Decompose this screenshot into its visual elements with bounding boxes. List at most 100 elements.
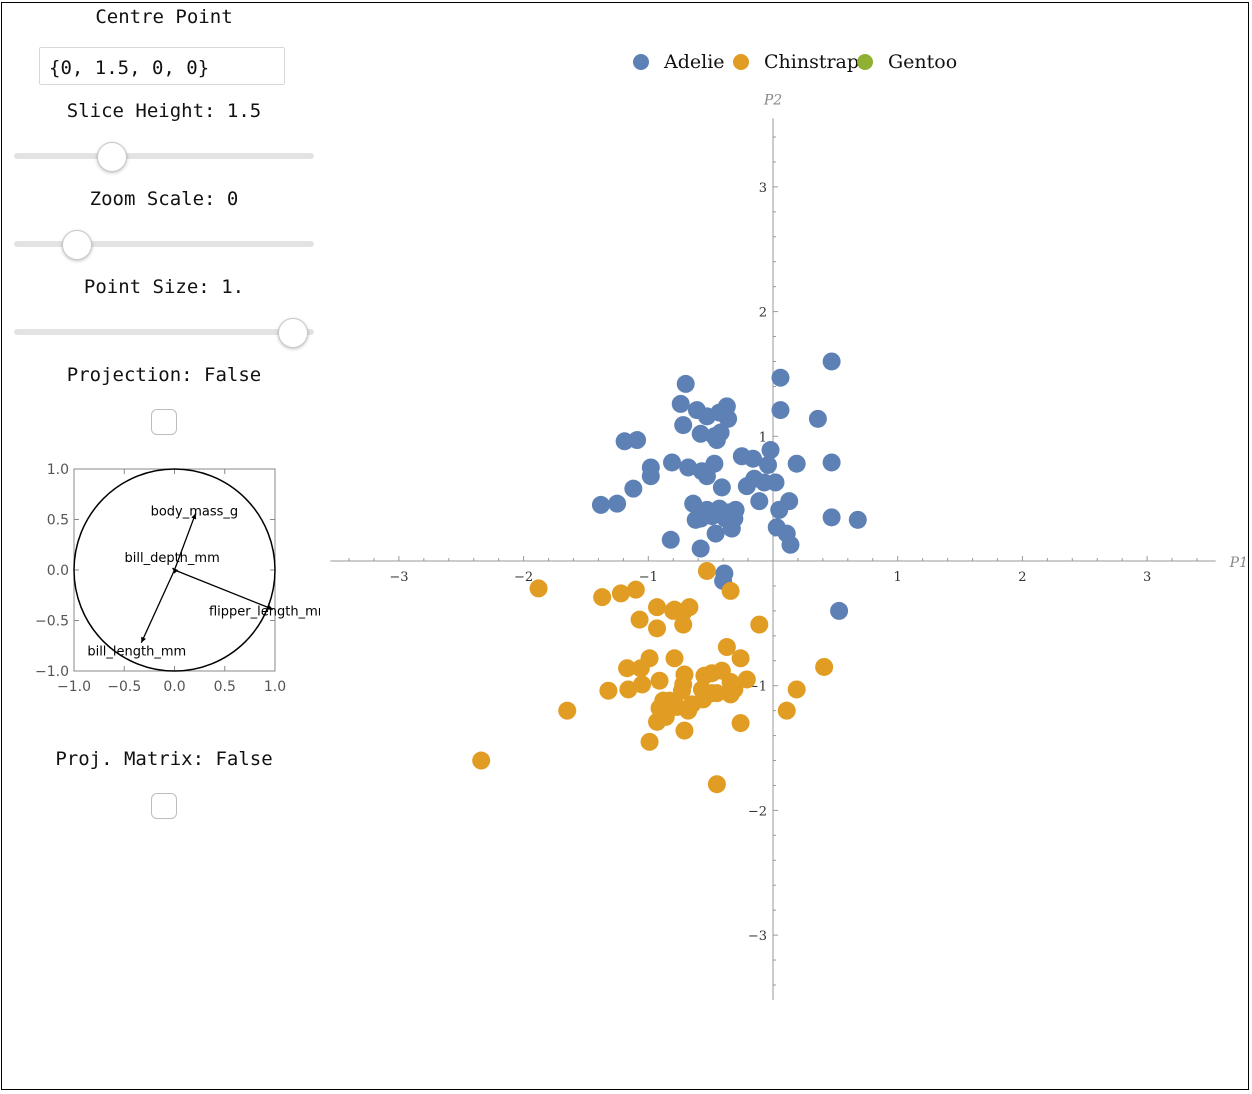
data-point-chinstrap <box>737 670 756 689</box>
data-point-adelie <box>830 601 849 620</box>
zoom-scale-slider-thumb[interactable] <box>62 230 92 260</box>
data-point-chinstrap <box>694 690 713 709</box>
data-point-chinstrap <box>631 659 650 678</box>
data-point-chinstrap <box>648 712 667 731</box>
data-point-adelie <box>822 508 841 527</box>
data-point-chinstrap <box>679 701 698 720</box>
legend-marker-adelie <box>633 54 649 70</box>
data-point-adelie <box>661 530 680 549</box>
data-point-adelie <box>822 352 841 371</box>
data-point-chinstrap <box>717 638 736 657</box>
zoom-scale-slider[interactable] <box>14 241 314 247</box>
data-point-adelie <box>759 455 778 474</box>
slice-height-label: Slice Height: 1.5 <box>66 100 262 122</box>
data-point-adelie <box>750 492 769 511</box>
point-size-slider-thumb[interactable] <box>278 318 308 348</box>
data-point-chinstrap <box>529 579 548 598</box>
data-point-adelie <box>737 477 756 496</box>
x-tick-label: 3 <box>1143 570 1151 585</box>
data-point-adelie <box>787 454 806 473</box>
data-point-adelie <box>848 510 867 529</box>
projection-checkbox[interactable] <box>151 409 177 435</box>
y-axis-label: P2 <box>763 92 782 108</box>
slice-height-slider[interactable] <box>14 153 314 159</box>
centre-point-input[interactable]: {0, 1.5, 0, 0} <box>39 47 285 85</box>
data-point-chinstrap <box>640 732 659 751</box>
data-point-adelie <box>702 507 721 526</box>
legend: Adelie Chinstrap Gentoo <box>633 51 957 73</box>
data-point-adelie <box>608 494 627 513</box>
data-point-chinstrap <box>777 701 796 720</box>
data-point-adelie <box>722 519 741 538</box>
x-tick-label: 1 <box>894 570 902 585</box>
data-point-adelie <box>641 467 660 486</box>
proj-matrix-checkbox[interactable] <box>151 793 177 819</box>
data-point-adelie <box>624 479 643 498</box>
circle-plot-xtick-label: 0.0 <box>163 679 185 695</box>
axis-vector-body-mass-g <box>173 513 197 571</box>
data-point-adelie <box>697 407 716 426</box>
circle-plot-xtick-label: −0.5 <box>107 679 141 695</box>
data-point-chinstrap <box>675 721 694 740</box>
data-point-chinstrap <box>650 671 669 690</box>
data-point-chinstrap <box>787 680 806 699</box>
axis-vector-flipper-length-mm <box>174 569 274 610</box>
legend-marker-chinstrap <box>733 54 749 70</box>
data-point-chinstrap <box>633 675 652 694</box>
axis-vector-label: bill_depth_mm <box>124 551 219 566</box>
data-point-chinstrap <box>707 684 726 703</box>
unit-circle <box>73 468 276 672</box>
legend-marker-gentoo <box>857 54 873 70</box>
data-point-adelie <box>744 449 763 468</box>
x-tick-label: 2 <box>1018 570 1026 585</box>
data-point-adelie <box>628 431 647 450</box>
data-point-adelie <box>808 409 827 428</box>
data-point-chinstrap <box>674 615 693 634</box>
data-point-chinstrap <box>697 561 716 580</box>
projection-label: Projection: False <box>66 364 262 386</box>
data-point-chinstrap <box>619 680 638 699</box>
data-point-chinstrap <box>599 681 618 700</box>
data-point-adelie <box>676 374 695 393</box>
data-point-adelie <box>662 453 681 472</box>
legend-label-chinstrap: Chinstrap <box>764 51 859 73</box>
data-point-chinstrap <box>731 649 750 668</box>
proj-matrix-label: Proj. Matrix: False <box>55 748 273 770</box>
chart-points <box>472 352 867 794</box>
zoom-scale-label: Zoom Scale: 0 <box>89 188 239 210</box>
x-tick-label: −3 <box>389 570 408 585</box>
data-point-adelie <box>671 394 690 413</box>
data-point-adelie <box>822 453 841 472</box>
data-point-chinstrap <box>664 601 683 620</box>
axis-vector-label: flipper_length_mm <box>209 604 320 619</box>
data-point-adelie <box>674 416 693 435</box>
circle-plot-xtick-label: 0.5 <box>214 679 236 695</box>
data-point-chinstrap <box>618 659 637 678</box>
data-point-adelie <box>770 500 789 519</box>
data-point-adelie <box>697 467 716 486</box>
data-point-chinstrap <box>648 619 667 638</box>
data-point-chinstrap <box>630 610 649 629</box>
centre-point-label: Centre Point <box>95 6 233 28</box>
data-point-chinstrap <box>593 588 612 607</box>
slice-height-slider-thumb[interactable] <box>96 142 127 172</box>
data-point-chinstrap <box>731 714 750 733</box>
x-axis-label: P1 <box>1229 555 1245 571</box>
point-size-slider[interactable] <box>14 329 314 335</box>
data-point-adelie <box>771 368 790 387</box>
data-point-adelie <box>719 409 738 428</box>
circle-plot-xtick-label: −1.0 <box>57 679 91 695</box>
data-point-chinstrap <box>707 775 726 794</box>
scatter-chart: Adelie Chinstrap Gentoo −3 −2 −1 1 2 3321−1−2−3… <box>330 51 1245 1000</box>
data-point-adelie <box>761 441 780 460</box>
data-point-adelie <box>679 458 698 477</box>
circle-plot-ytick-label: −1.0 <box>35 664 69 680</box>
circle-plot-ytick-label: 0.5 <box>47 513 69 529</box>
data-point-chinstrap <box>815 657 834 676</box>
data-point-chinstrap <box>611 584 630 603</box>
circle-plot-ytick-label: −0.5 <box>35 614 69 630</box>
y-tick-label: −3 <box>748 929 767 944</box>
axis-circle-plot: −1.0 1.0 −0.5 0.5 0.0 0.0 0.5 −0.5 1.0 −1.0 body_m… <box>35 462 320 695</box>
circle-plot-ytick-label: 0.0 <box>47 563 69 579</box>
